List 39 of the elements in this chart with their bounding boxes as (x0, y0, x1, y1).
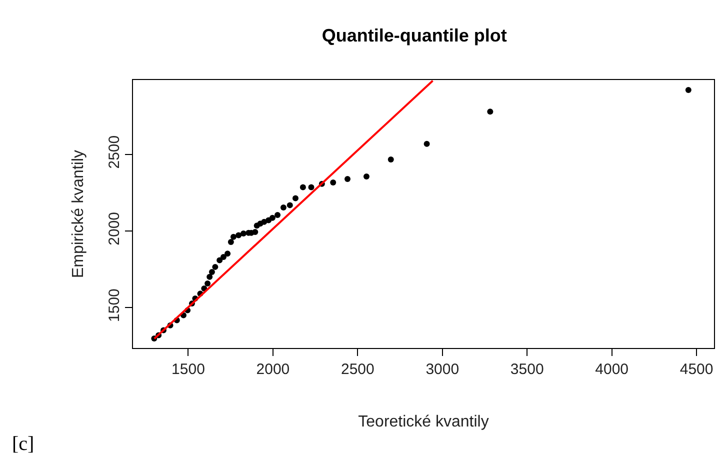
point (300, 184, 306, 190)
chart-title: Quantile-quantile plot (322, 25, 507, 46)
x-tick-label: 3000 (426, 361, 460, 378)
point (204, 280, 211, 286)
point (269, 214, 276, 221)
x-tick-label: 2000 (256, 361, 290, 378)
y-tick-label: 2500 (106, 135, 123, 169)
x-axis-title: Teoretické kvantily (358, 414, 489, 431)
point (240, 230, 246, 237)
point (424, 140, 430, 147)
x-tick-label: 4000 (595, 361, 629, 378)
point (685, 86, 692, 93)
point (236, 232, 242, 238)
point (388, 156, 394, 163)
point (274, 212, 281, 218)
point (224, 250, 231, 257)
point (344, 176, 351, 182)
point (330, 180, 336, 186)
point (487, 108, 494, 115)
point (286, 202, 293, 208)
y-axis-title: Empirické kvantily (70, 150, 87, 278)
point (308, 184, 314, 190)
point (220, 254, 226, 260)
x-tick-label: 2500 (340, 361, 374, 378)
point (292, 195, 298, 202)
x-tick-label: 1500 (172, 361, 205, 378)
point (208, 269, 215, 275)
point (363, 174, 370, 180)
point (206, 274, 213, 280)
x-tick-label: 4500 (680, 361, 714, 378)
y-tick-label: 2000 (106, 212, 123, 246)
point (280, 204, 286, 210)
point (252, 229, 258, 235)
point (228, 238, 234, 245)
point (212, 264, 218, 270)
text: [c] (12, 433, 34, 455)
x-tick-label: 3500 (510, 361, 544, 378)
point (230, 234, 236, 240)
y-tick-label: 1500 (106, 288, 123, 322)
